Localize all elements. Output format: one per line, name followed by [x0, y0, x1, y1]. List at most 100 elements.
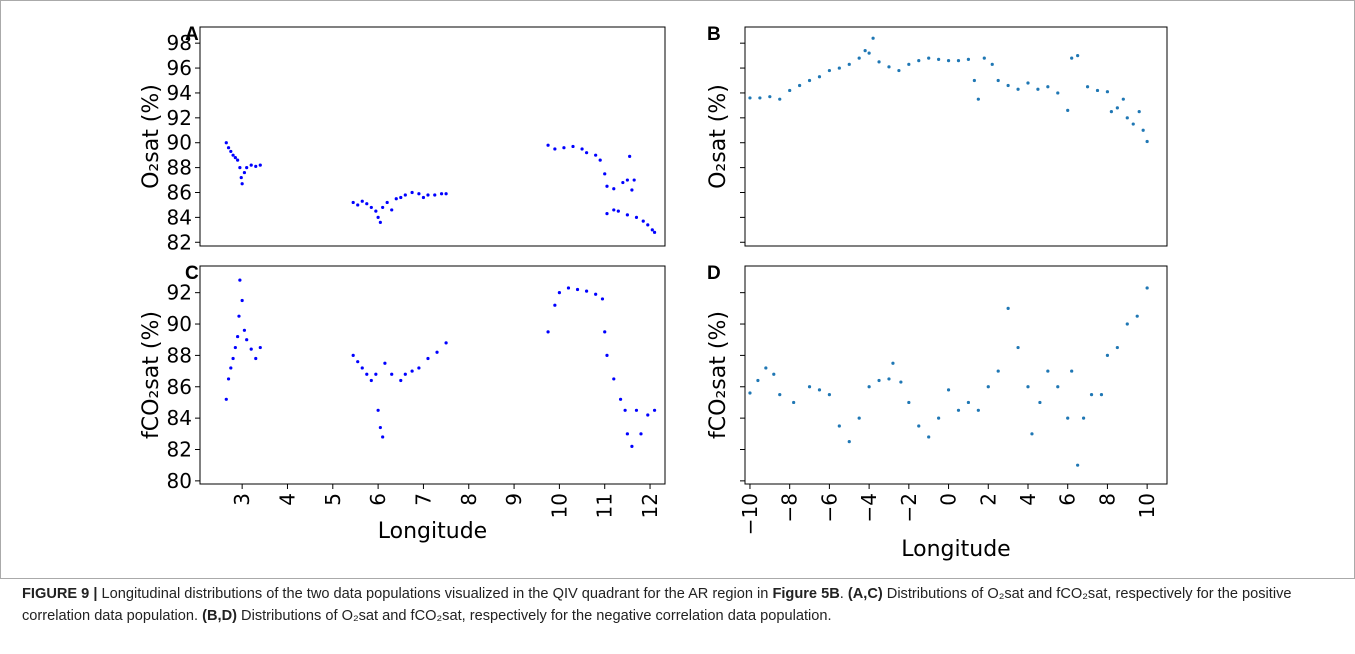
- data-point: [378, 425, 382, 430]
- data-point: [237, 314, 241, 318]
- data-point: [369, 205, 373, 210]
- y-tick-label: 92: [167, 106, 192, 130]
- data-point: [887, 377, 891, 381]
- data-point: [376, 215, 380, 219]
- data-point: [634, 408, 639, 412]
- data-point: [1109, 110, 1113, 114]
- data-point: [937, 57, 941, 61]
- y-tick-label: 88: [167, 343, 192, 367]
- data-point: [242, 170, 247, 175]
- data-point: [966, 57, 971, 61]
- data-point: [562, 146, 566, 150]
- data-point: [1145, 286, 1149, 290]
- data-point: [837, 424, 841, 428]
- caption-run: .: [839, 586, 848, 602]
- data-point: [254, 356, 258, 361]
- plot-frame: [744, 265, 1168, 485]
- data-point: [946, 58, 951, 63]
- y-tick-label: 94: [167, 81, 192, 105]
- data-point: [433, 193, 437, 197]
- data-point: [1145, 139, 1149, 144]
- data-point: [877, 378, 881, 383]
- data-point: [1030, 432, 1034, 436]
- data-point: [612, 377, 616, 381]
- data-point: [625, 178, 629, 182]
- data-point: [236, 334, 240, 339]
- plot-frame: [744, 26, 1168, 247]
- data-point: [807, 78, 812, 83]
- data-point: [381, 205, 385, 210]
- data-point: [224, 141, 228, 145]
- data-point: [899, 380, 903, 384]
- data-point: [621, 180, 625, 185]
- data-point: [632, 178, 636, 182]
- data-point: [897, 68, 901, 73]
- data-point: [369, 378, 373, 383]
- data-point: [575, 287, 580, 292]
- data-point: [600, 297, 605, 301]
- data-point: [557, 291, 562, 295]
- data-point: [594, 292, 598, 296]
- data-point: [907, 400, 911, 405]
- data-point: [245, 338, 249, 342]
- x-axis-label: Longitude: [901, 537, 1010, 562]
- data-point: [788, 88, 792, 93]
- y-tick-label: 90: [167, 131, 192, 155]
- data-point: [426, 356, 430, 361]
- data-point: [374, 209, 378, 213]
- data-point: [417, 192, 421, 196]
- data-point: [566, 286, 571, 290]
- data-point: [378, 220, 382, 224]
- data-point: [584, 151, 589, 155]
- data-point: [399, 378, 403, 383]
- x-tick-label: 4: [275, 493, 299, 506]
- data-point: [857, 56, 861, 60]
- data-point: [238, 278, 242, 282]
- data-point: [356, 360, 360, 364]
- data-point: [1016, 87, 1020, 91]
- data-point: [956, 58, 961, 63]
- y-tick-label: 92: [167, 281, 192, 305]
- data-point: [603, 330, 607, 334]
- data-point: [231, 153, 235, 157]
- caption-run: Longitudinal distributions of the two da…: [97, 586, 773, 602]
- data-point: [546, 330, 550, 334]
- data-point: [772, 372, 776, 376]
- data-point: [827, 393, 832, 397]
- data-point: [226, 377, 231, 381]
- data-point: [394, 197, 398, 201]
- data-point: [351, 353, 355, 357]
- data-point: [439, 192, 444, 196]
- data-point: [827, 68, 832, 73]
- data-point: [444, 192, 448, 196]
- panel-label: A: [185, 24, 199, 45]
- data-point: [421, 195, 426, 200]
- data-point: [792, 400, 796, 405]
- data-point: [1070, 56, 1074, 60]
- x-tick-label: 10: [547, 493, 571, 518]
- data-point: [233, 156, 237, 160]
- data-point: [972, 78, 976, 83]
- data-point: [630, 188, 634, 192]
- data-point: [1135, 314, 1139, 318]
- data-point: [887, 65, 891, 69]
- data-point: [1056, 91, 1060, 95]
- data-point: [383, 361, 387, 365]
- data-point: [871, 36, 875, 40]
- data-point: [360, 199, 364, 203]
- data-point: [365, 202, 369, 206]
- x-tick-label: −6: [817, 493, 841, 522]
- y-tick-label: 80: [167, 469, 192, 493]
- data-point: [748, 391, 752, 395]
- data-point: [1026, 81, 1030, 85]
- x-tick-label: 7: [411, 493, 435, 506]
- data-point: [986, 385, 990, 389]
- caption-run: (B,D): [202, 608, 237, 624]
- data-point: [863, 49, 867, 53]
- data-point: [1099, 393, 1104, 397]
- data-point: [258, 163, 262, 167]
- x-tick-label: 12: [638, 493, 662, 518]
- data-point: [229, 366, 233, 370]
- panel-label: C: [185, 263, 199, 284]
